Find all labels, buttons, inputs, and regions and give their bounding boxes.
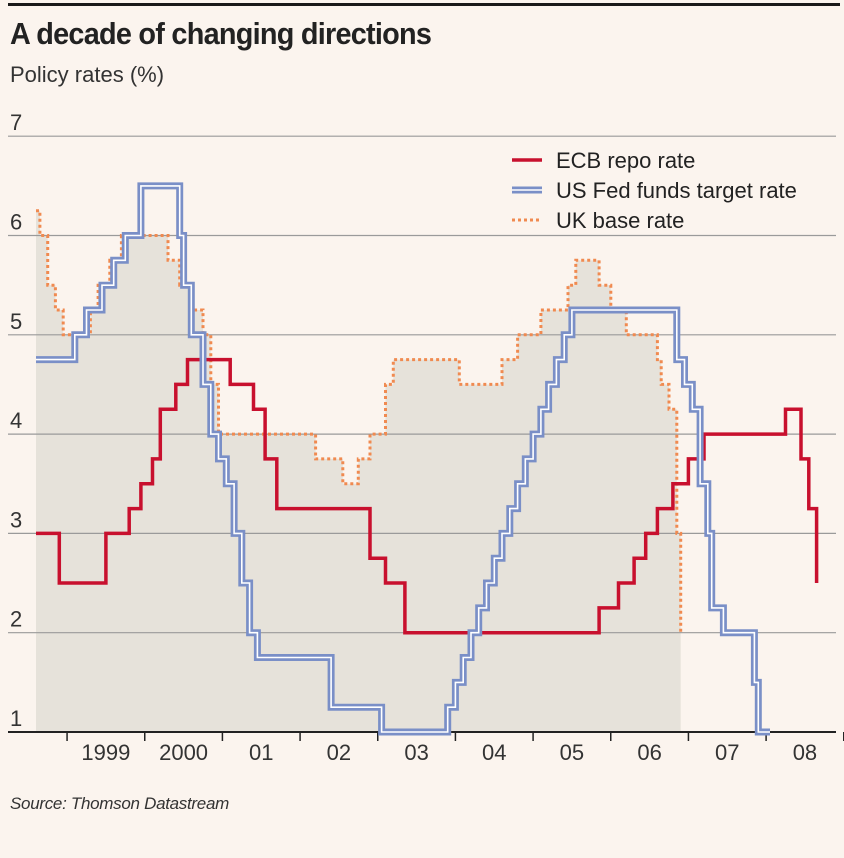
chart-subtitle: Policy rates (%) [10, 62, 165, 87]
series-uk-base-rate [36, 209, 683, 633]
legend: ECB repo rate US Fed funds target rate UK … [512, 148, 797, 233]
x-tick-label: 02 [327, 740, 351, 765]
series-us-fed-funds-rate [36, 182, 770, 736]
x-tick-label: 1999 [81, 740, 130, 765]
x-tick-label: 06 [637, 740, 661, 765]
x-tick-label: 2000 [159, 740, 208, 765]
y-tick-label: 6 [10, 210, 22, 235]
legend-label: US Fed funds target rate [556, 178, 797, 203]
x-tick-label: 04 [482, 740, 506, 765]
x-tick-label: 08 [793, 740, 817, 765]
legend-label: ECB repo rate [556, 148, 695, 173]
x-tick-label: 01 [249, 740, 273, 765]
y-tick-label: 5 [10, 309, 22, 334]
y-axis: 1 2 3 4 5 6 7 [10, 110, 22, 731]
source-note: Source: Thomson Datastream [10, 794, 229, 813]
y-tick-label: 4 [10, 408, 22, 433]
series-lines [36, 182, 819, 736]
x-tick-label: 07 [715, 740, 739, 765]
x-axis: 1999 2000 01 02 03 04 05 06 07 08 [8, 731, 844, 765]
top-rule [8, 3, 840, 6]
y-tick-label: 7 [10, 110, 22, 135]
series-ecb-repo-rate [36, 357, 819, 635]
y-tick-label: 1 [10, 706, 22, 731]
chart-title: A decade of changing directions [10, 16, 432, 51]
x-tick-label: 05 [560, 740, 584, 765]
y-tick-label: 3 [10, 507, 22, 532]
x-tick-label: 03 [404, 740, 428, 765]
fed-line-inner [36, 185, 770, 733]
y-tick-label: 2 [10, 607, 22, 632]
legend-label: UK base rate [556, 208, 684, 233]
